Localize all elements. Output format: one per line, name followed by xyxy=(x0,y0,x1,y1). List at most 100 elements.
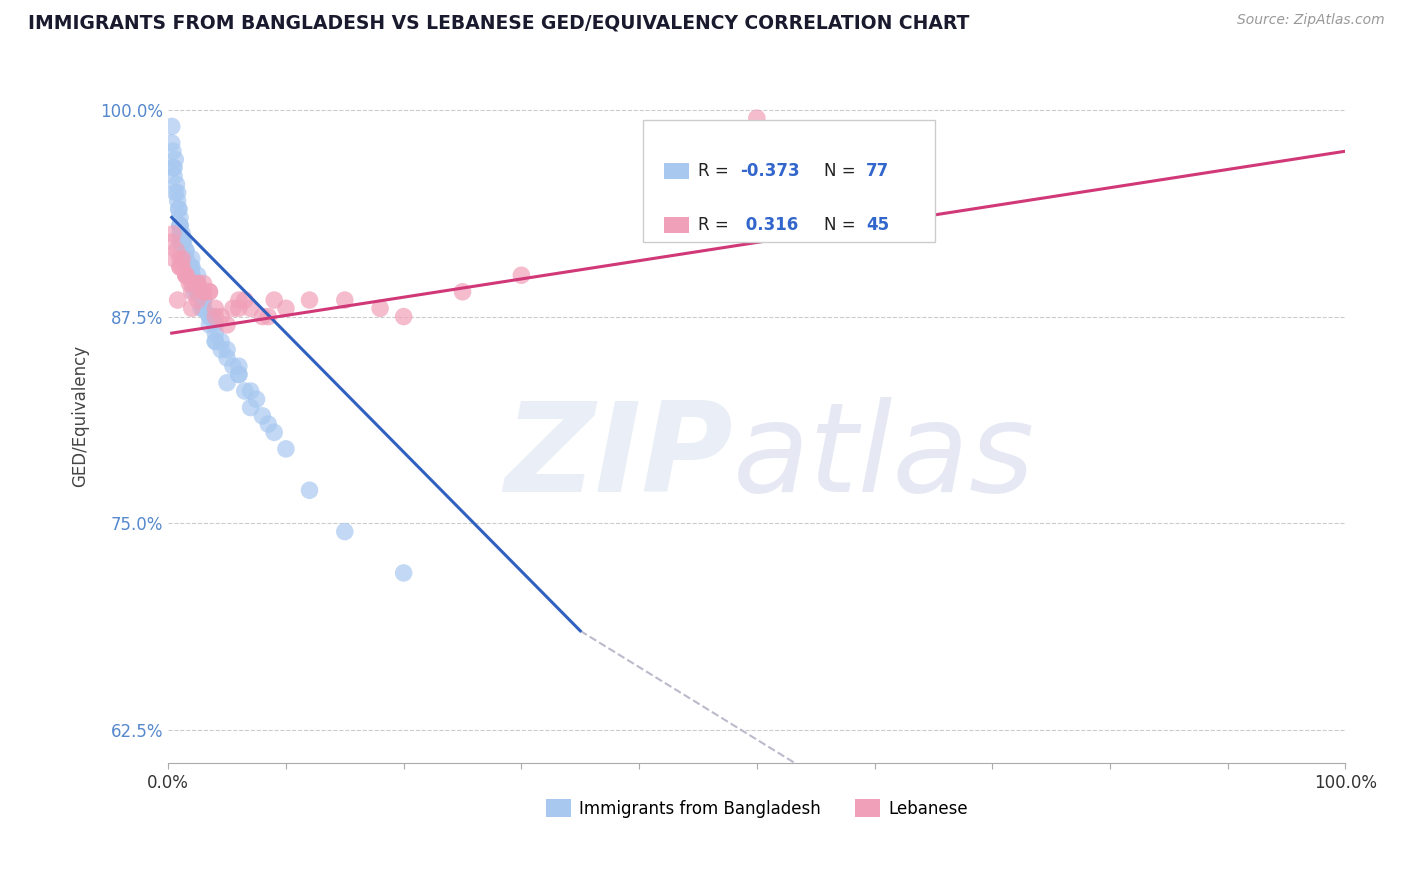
Point xyxy=(392,310,415,324)
Point xyxy=(187,277,209,291)
Point xyxy=(180,268,202,283)
Point xyxy=(222,359,245,374)
Point xyxy=(167,202,190,216)
Point xyxy=(165,244,187,258)
Point xyxy=(172,252,194,266)
Point xyxy=(174,244,197,258)
Point xyxy=(172,227,194,241)
Point xyxy=(173,252,195,266)
Point xyxy=(174,252,197,266)
Point xyxy=(165,153,187,167)
Point xyxy=(245,392,267,407)
Point xyxy=(172,260,194,274)
Point xyxy=(179,268,201,283)
Point xyxy=(187,277,209,291)
Point xyxy=(222,301,245,316)
Point xyxy=(172,235,194,249)
Point xyxy=(233,293,256,307)
Point xyxy=(228,359,250,374)
Point xyxy=(179,260,201,274)
Text: R =: R = xyxy=(697,161,734,179)
Legend: Immigrants from Bangladesh, Lebanese: Immigrants from Bangladesh, Lebanese xyxy=(540,793,974,824)
Point xyxy=(179,277,201,291)
Text: atlas: atlas xyxy=(734,397,1035,518)
Text: 77: 77 xyxy=(866,161,890,179)
Point xyxy=(209,343,232,357)
Point xyxy=(239,301,262,316)
Point xyxy=(193,301,215,316)
Point xyxy=(198,285,221,299)
Point xyxy=(187,285,209,299)
Point xyxy=(201,310,224,324)
Point xyxy=(451,285,474,299)
Point xyxy=(169,219,191,233)
Point xyxy=(162,161,184,175)
Point xyxy=(193,285,215,299)
Point xyxy=(274,301,297,316)
Point xyxy=(228,368,250,382)
Point xyxy=(228,293,250,307)
Point xyxy=(180,268,202,283)
Point xyxy=(217,343,239,357)
Point xyxy=(169,219,191,233)
Point xyxy=(228,368,250,382)
Point xyxy=(167,202,190,216)
Text: ZIP: ZIP xyxy=(505,397,734,518)
Point xyxy=(169,227,191,241)
Point xyxy=(193,277,215,291)
Point xyxy=(180,252,202,266)
Text: IMMIGRANTS FROM BANGLADESH VS LEBANESE GED/EQUIVALENCY CORRELATION CHART: IMMIGRANTS FROM BANGLADESH VS LEBANESE G… xyxy=(28,13,970,32)
Point xyxy=(204,318,226,332)
Point xyxy=(204,310,226,324)
Point xyxy=(190,301,212,316)
Point xyxy=(187,268,209,283)
Point xyxy=(169,260,191,274)
Point xyxy=(745,111,768,125)
Point xyxy=(169,235,191,249)
Point xyxy=(163,161,186,175)
Point xyxy=(180,285,202,299)
Point xyxy=(174,268,197,283)
Point xyxy=(193,285,215,299)
Point xyxy=(169,260,191,274)
Point xyxy=(198,318,221,332)
Point xyxy=(165,178,187,192)
Point xyxy=(187,277,209,291)
Point xyxy=(217,351,239,365)
Point xyxy=(510,268,533,283)
Point xyxy=(198,310,221,324)
Point xyxy=(239,401,262,415)
Text: Source: ZipAtlas.com: Source: ZipAtlas.com xyxy=(1237,13,1385,28)
Point xyxy=(166,293,188,307)
Point xyxy=(180,260,202,274)
Point xyxy=(183,285,205,299)
Point xyxy=(204,334,226,349)
Point xyxy=(174,268,197,283)
Point xyxy=(217,376,239,390)
Text: 45: 45 xyxy=(866,216,890,234)
Point xyxy=(209,310,232,324)
Point xyxy=(198,310,221,324)
Point xyxy=(160,235,183,249)
Point xyxy=(179,268,201,283)
Point xyxy=(169,211,191,225)
Point xyxy=(193,293,215,307)
Point xyxy=(174,252,197,266)
Point xyxy=(187,277,209,291)
Point xyxy=(209,334,232,349)
Point xyxy=(204,334,226,349)
Text: N =: N = xyxy=(824,216,860,234)
Point xyxy=(257,417,280,431)
Text: N =: N = xyxy=(824,161,860,179)
Point xyxy=(166,194,188,208)
Point xyxy=(193,293,215,307)
Point xyxy=(180,301,202,316)
Point xyxy=(165,186,187,200)
Point xyxy=(174,244,197,258)
Point xyxy=(204,326,226,340)
Point xyxy=(187,293,209,307)
Point xyxy=(160,136,183,150)
Point xyxy=(187,285,209,299)
Text: -0.373: -0.373 xyxy=(740,161,800,179)
Point xyxy=(252,310,274,324)
